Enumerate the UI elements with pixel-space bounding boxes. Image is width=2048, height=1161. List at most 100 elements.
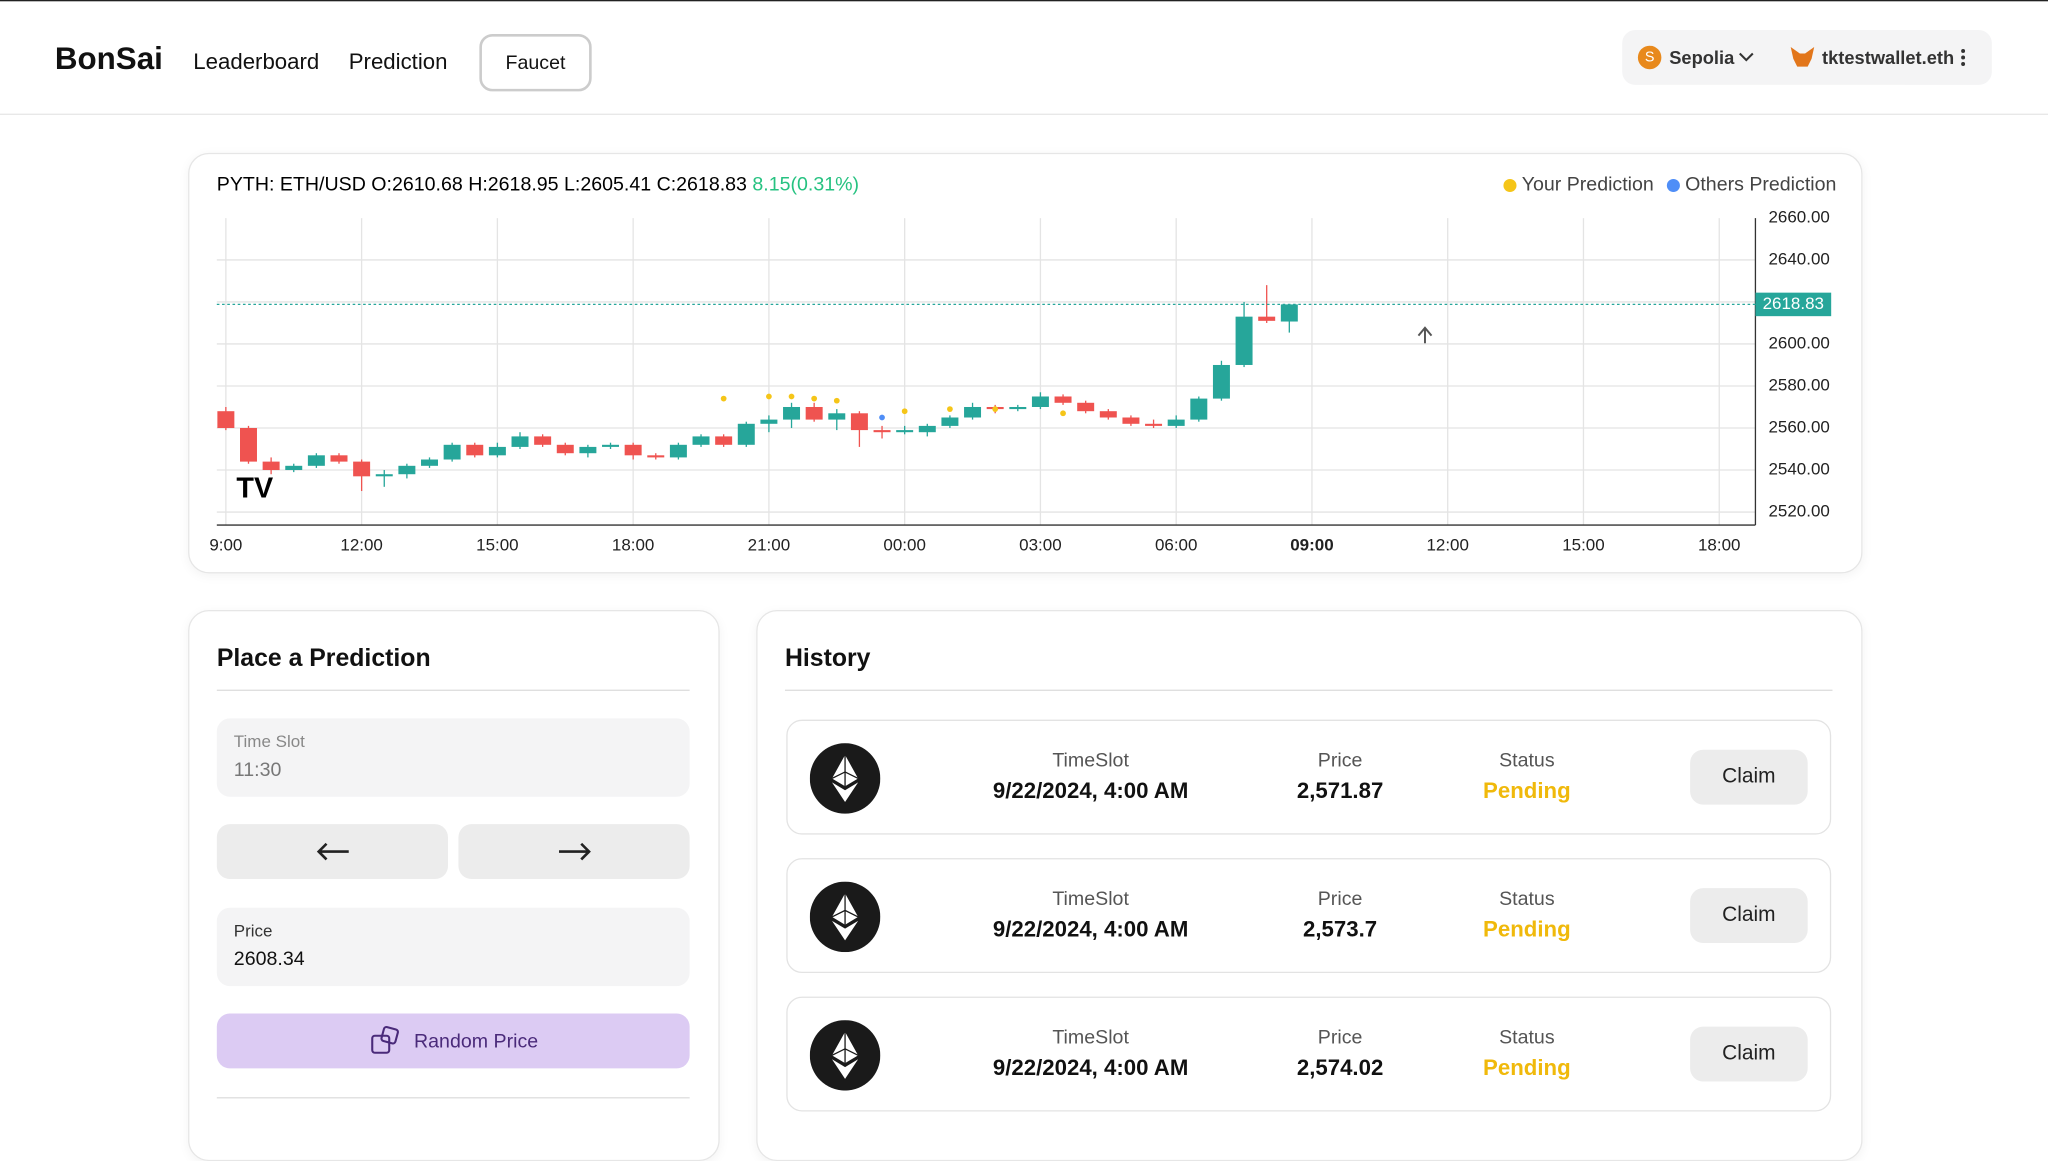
- last-price-label: 2618.83: [1763, 294, 1824, 313]
- x-tick-label: 15:00: [1562, 535, 1604, 554]
- candle-body: [579, 446, 597, 454]
- field-value: 2,573.7: [1303, 916, 1378, 942]
- candle-body: [1145, 423, 1163, 426]
- legend-label: Others Prediction: [1685, 174, 1836, 196]
- network-icon: S: [1637, 45, 1662, 70]
- candle-body: [1212, 364, 1230, 399]
- candle-body: [1280, 304, 1298, 322]
- candle-body: [534, 436, 552, 445]
- field-value: 2608.34: [233, 948, 305, 971]
- claim-button[interactable]: Claim: [1690, 888, 1808, 944]
- field-value: 2,574.02: [1296, 1055, 1384, 1081]
- candle-body: [964, 406, 982, 418]
- candle-body: [647, 455, 665, 458]
- candle-body: [1054, 396, 1072, 403]
- candle-body: [466, 444, 484, 456]
- candle-body: [285, 465, 303, 471]
- y-tick-label: 2560.00: [1768, 417, 1829, 436]
- prediction-dot: [1060, 410, 1066, 417]
- field-label: Status: [1499, 888, 1555, 911]
- x-tick-label: 06:00: [1155, 535, 1197, 554]
- candle-body: [375, 474, 393, 477]
- legend-dot: [1666, 178, 1680, 192]
- candle-body: [805, 406, 823, 420]
- nav-link[interactable]: Leaderboard: [193, 49, 320, 75]
- history-field: Price 2,571.87: [1297, 750, 1383, 805]
- history-field: Status Pending: [1483, 1027, 1571, 1082]
- history-field: TimeSlot 9/22/2024, 4:00 AM: [993, 750, 1188, 805]
- y-tick-label: 2660.00: [1768, 207, 1829, 226]
- price-field[interactable]: Price 2608.34: [216, 907, 690, 987]
- candle-body: [941, 417, 959, 426]
- candle-body: [602, 444, 620, 447]
- candle-body: [669, 444, 687, 458]
- candle-body: [217, 411, 235, 429]
- network[interactable]: Sepolia: [1669, 47, 1735, 68]
- field-label: Status: [1499, 1026, 1555, 1049]
- candle-body: [624, 444, 642, 456]
- field-label: Status: [1499, 749, 1555, 772]
- claim-button[interactable]: Claim: [1690, 749, 1808, 805]
- history-item: TimeSlot 9/22/2024, 4:00 AM Price 2,571.87 S…: [786, 719, 1832, 835]
- x-tick-label: 18:00: [1698, 535, 1740, 554]
- field-value: Pending: [1483, 778, 1571, 804]
- chevron: [1739, 52, 1754, 62]
- candle-body: [307, 455, 325, 466]
- candle-body: [896, 430, 914, 433]
- candle-body: [556, 444, 574, 454]
- candle-body: [1258, 316, 1276, 321]
- nav-link[interactable]: Prediction: [348, 49, 448, 75]
- ohlc: C:2618.83: [657, 174, 747, 196]
- menu-dots[interactable]: [1959, 47, 1967, 68]
- history-field: TimeSlot 9/22/2024, 4:00 AM: [993, 1027, 1188, 1082]
- chart: PYTH: ETH/USD O:2610.68 H:2618.95 L:2605…: [209, 174, 1836, 555]
- candle-body: [240, 428, 257, 462]
- candle-body: [737, 423, 755, 445]
- chart-header: PYTH: ETH/USD O:2610.68 H:2618.95 L:2605…: [217, 174, 859, 196]
- y-tick-label: 2600.00: [1768, 333, 1829, 352]
- candle-body: [692, 436, 710, 445]
- y-tick-label: 2640.00: [1768, 249, 1829, 268]
- candle-body: [488, 446, 506, 456]
- eth-icon: [809, 881, 881, 953]
- prediction-dot: [992, 406, 999, 412]
- random-button[interactable]: Random Price: [216, 1013, 690, 1069]
- ohlc: L:2605.41: [564, 174, 651, 196]
- candle-body: [715, 436, 733, 445]
- arrow-left: [316, 842, 349, 861]
- prediction-dot: [833, 397, 840, 404]
- candle-body: [330, 455, 348, 462]
- symbol: PYTH: ETH/USD: [217, 174, 366, 196]
- candle-body: [783, 406, 801, 420]
- prediction-panel: Place a Prediction Time Slot 11:30 Price…: [188, 609, 720, 1161]
- wallet-bar: S Sepolia tktestwallet.eth: [1622, 30, 1992, 85]
- prev-button[interactable]: [216, 824, 448, 880]
- eth-icon: [809, 743, 881, 814]
- dice-icon: [371, 1025, 399, 1054]
- time-slot-field: Time Slot 11:30: [216, 718, 690, 797]
- x-tick-label: 09:00: [1290, 535, 1333, 554]
- candle-body: [1077, 402, 1095, 412]
- candle-body: [421, 459, 438, 466]
- last-price-box: [1755, 292, 1832, 317]
- field-label: Price: [233, 920, 273, 941]
- prediction-dot: [901, 408, 908, 415]
- field-label: Price: [1317, 749, 1363, 772]
- history-field: TimeSlot 9/22/2024, 4:00 AM: [993, 888, 1188, 943]
- next-button[interactable]: [458, 824, 690, 880]
- history-panel: History TimeSlot 9/22/2024, 4:00 AM Price 2…: [756, 609, 1863, 1161]
- wallet-address[interactable]: tktestwallet.eth: [1822, 47, 1955, 68]
- candle-body: [443, 444, 461, 460]
- ohlc: H:2618.95: [468, 174, 558, 196]
- faucet-button[interactable]: Faucet: [479, 33, 592, 92]
- candle-body: [760, 419, 778, 424]
- field-label: TimeSlot: [1052, 749, 1129, 772]
- x-tick-label: 03:00: [1019, 535, 1061, 554]
- x-tick-label: 9:00: [209, 535, 242, 554]
- brand[interactable]: BonSai: [54, 41, 163, 78]
- history-item: TimeSlot 9/22/2024, 4:00 AM Price 2,574.02 S…: [786, 996, 1832, 1112]
- y-tick-label: 2580.00: [1768, 375, 1829, 394]
- field-label: Time Slot: [233, 731, 305, 752]
- claim-button[interactable]: Claim: [1690, 1026, 1808, 1082]
- eth-icon: [809, 1020, 881, 1091]
